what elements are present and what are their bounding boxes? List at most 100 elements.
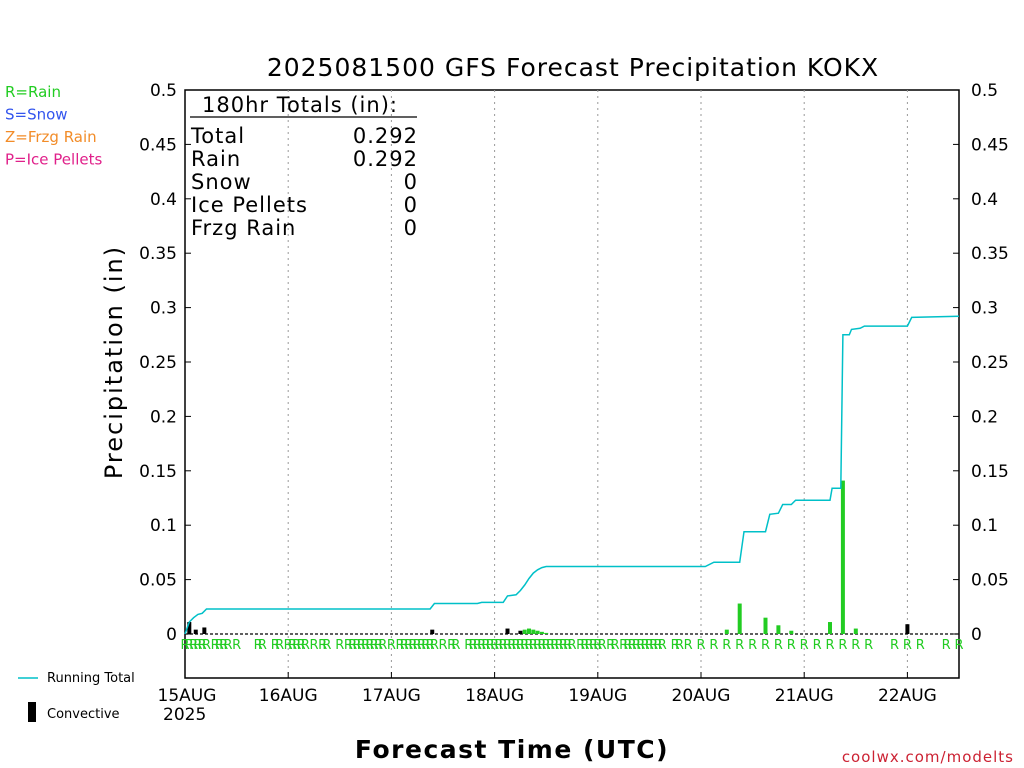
ptype-marker: R bbox=[417, 638, 426, 653]
ptype-marker: R bbox=[533, 638, 542, 653]
ptype-marker: R bbox=[813, 638, 822, 653]
ptype-marker: R bbox=[284, 638, 293, 653]
ptype-marker: R bbox=[606, 638, 615, 653]
y-tick-label: 0.35 bbox=[971, 244, 1009, 264]
rain-bar bbox=[724, 629, 729, 634]
ptype-marker: R bbox=[546, 638, 555, 653]
y-tick-label: 0.25 bbox=[971, 353, 1009, 373]
credit-link[interactable]: coolwx.com/modelts bbox=[842, 748, 1014, 766]
convective-bar bbox=[202, 627, 207, 634]
x-tick-label: 21AUG bbox=[775, 686, 834, 706]
ptype-marker: R bbox=[322, 638, 331, 653]
ptype-marker: R bbox=[825, 638, 834, 653]
ptype-marker: R bbox=[641, 638, 650, 653]
ptype-marker: R bbox=[378, 638, 387, 653]
ptype-marker: R bbox=[636, 638, 645, 653]
ptype-marker: R bbox=[619, 638, 628, 653]
ptype-marker: R bbox=[275, 638, 284, 653]
y-tick-label: 0.2 bbox=[150, 407, 177, 427]
plot-frame bbox=[184, 89, 960, 679]
ptype-marker: R bbox=[469, 638, 478, 653]
ptype-marker: R bbox=[430, 638, 439, 653]
ptype-marker: R bbox=[589, 638, 598, 653]
ptype-marker: R bbox=[357, 638, 366, 653]
rain-bar bbox=[544, 632, 549, 634]
ptype-marker: R bbox=[490, 638, 499, 653]
x-tick-label: 16AUG bbox=[259, 686, 318, 706]
ptype-marker: R bbox=[559, 638, 568, 653]
totals-row-value: 0 bbox=[404, 170, 418, 194]
ptype-marker: R bbox=[529, 638, 538, 653]
ptype-marker: R bbox=[774, 638, 783, 653]
ptype-marker: R bbox=[954, 638, 963, 653]
ptype-marker: R bbox=[352, 638, 361, 653]
ptype-marker: R bbox=[395, 638, 404, 653]
rain-bar bbox=[535, 630, 540, 634]
ptype-marker: R bbox=[507, 638, 516, 653]
convective-bar bbox=[193, 629, 198, 634]
ptype-marker: R bbox=[675, 638, 684, 653]
ptype-marker: R bbox=[632, 638, 641, 653]
year-label: 2025 bbox=[163, 705, 206, 725]
ptype-marker: R bbox=[610, 638, 619, 653]
ptype-marker: R bbox=[623, 638, 632, 653]
series-legend: Running Total Convective bbox=[18, 671, 135, 722]
running-total-series bbox=[184, 315, 960, 635]
ptype-marker: R bbox=[555, 638, 564, 653]
ptype-marker: R bbox=[477, 638, 486, 653]
y-tick-label: 0.4 bbox=[150, 190, 177, 210]
y-tick-label: 0 bbox=[166, 625, 177, 645]
ptype-marker: R bbox=[400, 638, 409, 653]
ptype-marker: R bbox=[748, 638, 757, 653]
ptype-marker: R bbox=[671, 638, 680, 653]
ptype-marker: R bbox=[499, 638, 508, 653]
ptype-marker: R bbox=[426, 638, 435, 653]
ptype-marker: R bbox=[387, 638, 396, 653]
convective-bar bbox=[187, 622, 192, 634]
y-tick-label: 0 bbox=[971, 625, 982, 645]
x-tick-label: 15AUG bbox=[158, 686, 217, 706]
ptype-marker: R bbox=[516, 638, 525, 653]
y-tick-label: 0.15 bbox=[139, 462, 177, 482]
ptype-marker: R bbox=[576, 638, 585, 653]
rain-bar bbox=[531, 629, 536, 634]
totals-row-value: 0 bbox=[404, 216, 418, 240]
ptype-marker: R bbox=[838, 638, 847, 653]
ptype-marker: R bbox=[593, 638, 602, 653]
ptype-marker: R bbox=[198, 638, 207, 653]
rain-bar bbox=[522, 629, 527, 634]
rain-bar bbox=[776, 625, 781, 634]
rain-bar bbox=[527, 628, 531, 634]
rain-bar bbox=[840, 480, 845, 634]
ptype-marker: R bbox=[649, 638, 658, 653]
totals-row-value: 0.292 bbox=[353, 147, 418, 171]
ptype-marker: R bbox=[864, 638, 873, 653]
ptype-marker: R bbox=[550, 638, 559, 653]
x-tick-label: 17AUG bbox=[362, 686, 421, 706]
ptype-marker: R bbox=[348, 638, 357, 653]
ptype-marker: R bbox=[585, 638, 594, 653]
ptype-marker: R bbox=[335, 638, 344, 653]
rain-bar bbox=[737, 603, 742, 634]
ptype-marker: R bbox=[219, 638, 228, 653]
ptype-marker: R bbox=[365, 638, 374, 653]
ptype-marker: R bbox=[735, 638, 744, 653]
precip-bars bbox=[187, 480, 910, 634]
ptype-marker: R bbox=[309, 638, 318, 653]
ptype-marker: R bbox=[696, 638, 705, 653]
ptype-marker: R bbox=[481, 638, 490, 653]
x-tick-label: 19AUG bbox=[568, 686, 627, 706]
ptype-marker: R bbox=[494, 638, 503, 653]
x-axis: 15AUG 16AUG 17AUG 18AUG 19AUG 20AUG 21AUG 22AUG bbox=[158, 672, 937, 706]
ptype-marker: R bbox=[464, 638, 473, 653]
totals-row-label: Rain bbox=[191, 147, 241, 171]
y-tick-label: 0.15 bbox=[971, 462, 1009, 482]
y-tick-label: 0.05 bbox=[139, 571, 177, 591]
totals-row-label: Frzg Rain bbox=[191, 216, 296, 240]
ptype-marker: R bbox=[761, 638, 770, 653]
y-tick-label: 0.45 bbox=[139, 135, 177, 155]
ptype-marker: R bbox=[916, 638, 925, 653]
ptype-marker: R bbox=[503, 638, 512, 653]
